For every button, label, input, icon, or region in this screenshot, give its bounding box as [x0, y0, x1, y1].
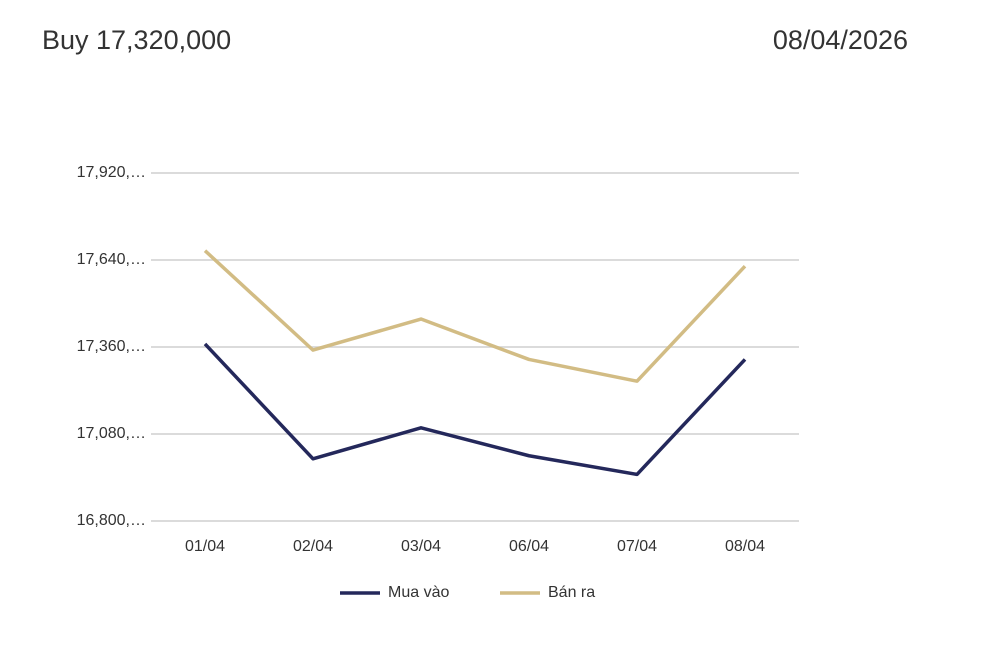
- x-tick-label: 06/04: [509, 538, 549, 555]
- legend-label: Bán ra: [548, 584, 595, 601]
- legend-label: Mua vào: [388, 584, 449, 601]
- x-tick-label: 08/04: [725, 538, 765, 555]
- chart-date: 08/04/2026: [773, 25, 908, 55]
- x-tick-label: 07/04: [617, 538, 657, 555]
- y-tick-label: 16,800,…: [77, 512, 146, 529]
- y-tick-label: 17,640,…: [77, 251, 146, 268]
- y-tick-label: 17,080,…: [77, 425, 146, 442]
- y-tick-label: 17,360,…: [77, 338, 146, 355]
- x-tick-label: 03/04: [401, 538, 441, 555]
- x-tick-label: 02/04: [293, 538, 333, 555]
- x-tick-label: 01/04: [185, 538, 225, 555]
- chart-title: Buy 17,320,000: [42, 25, 231, 55]
- series-line: [203, 342, 747, 477]
- y-tick-label: 17,920,…: [77, 164, 146, 181]
- series-line: [203, 249, 747, 383]
